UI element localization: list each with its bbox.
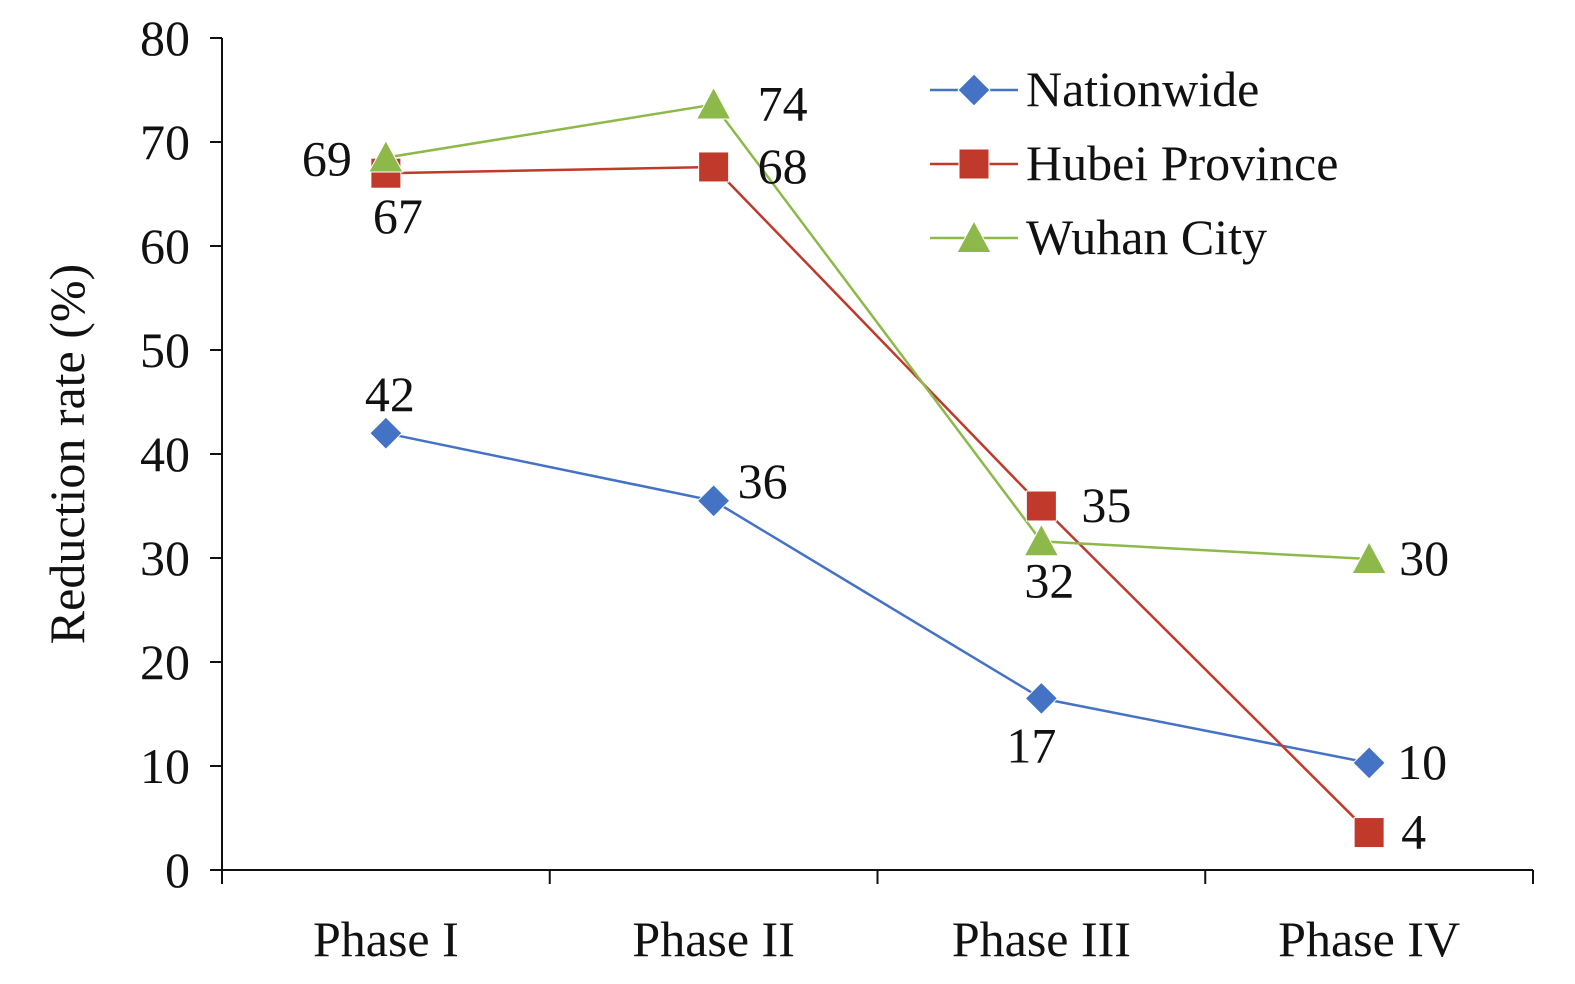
data-label-wuhan-city: 69 [302, 131, 352, 187]
y-tick-label: 0 [165, 842, 190, 898]
data-label-wuhan-city: 74 [758, 76, 808, 132]
y-tick-label: 70 [140, 114, 190, 170]
data-label-hubei-province: 68 [758, 138, 808, 194]
legend-label: Nationwide [1026, 61, 1259, 117]
data-label-nationwide: 42 [365, 366, 415, 422]
data-label-hubei-province: 35 [1081, 477, 1131, 533]
data-point-nationwide [369, 416, 403, 450]
legend-marker-nationwide [957, 73, 991, 107]
data-label-nationwide: 10 [1397, 734, 1447, 790]
data-point-wuhan-city [695, 86, 732, 120]
y-axis-title: Reduction rate (%) [39, 264, 95, 644]
legend-marker-wuhan-city [956, 219, 992, 253]
data-point-nationwide [1024, 681, 1059, 716]
y-tick-label: 80 [140, 10, 190, 66]
x-tick-label: Phase II [632, 911, 794, 967]
y-tick-label: 20 [140, 634, 190, 690]
x-tick-label: Phase I [313, 911, 459, 967]
x-tick-label: Phase III [952, 911, 1131, 967]
y-tick-label: 60 [140, 218, 190, 274]
data-label-nationwide: 17 [1006, 717, 1056, 773]
series-line-wuhan-city [385, 103, 1370, 561]
y-tick-label: 50 [140, 322, 190, 378]
data-point-wuhan-city [1023, 523, 1060, 557]
x-tick-label: Phase IV [1278, 911, 1460, 967]
data-point-hubei-province [1353, 817, 1385, 849]
y-tick-label: 30 [140, 530, 190, 586]
legend-marker-hubei-province [958, 148, 990, 180]
data-label-nationwide: 36 [738, 453, 788, 509]
series-line-nationwide [385, 431, 1370, 765]
data-point-nationwide [1352, 746, 1386, 780]
y-tick-label: 40 [140, 426, 190, 482]
data-label-hubei-province: 67 [373, 188, 423, 244]
data-point-wuhan-city [368, 139, 404, 173]
data-label-wuhan-city: 32 [1024, 552, 1074, 608]
data-point-wuhan-city [1351, 540, 1387, 574]
data-point-nationwide [696, 484, 731, 518]
data-point-hubei-province [1025, 490, 1057, 522]
y-tick-label: 10 [140, 738, 190, 794]
legend-label: Hubei Province [1026, 135, 1338, 191]
series-line-hubei-province [385, 165, 1371, 834]
data-label-hubei-province: 4 [1401, 804, 1426, 860]
data-label-wuhan-city: 30 [1399, 530, 1449, 586]
data-point-hubei-province [698, 151, 730, 183]
legend-label: Wuhan City [1026, 209, 1267, 265]
